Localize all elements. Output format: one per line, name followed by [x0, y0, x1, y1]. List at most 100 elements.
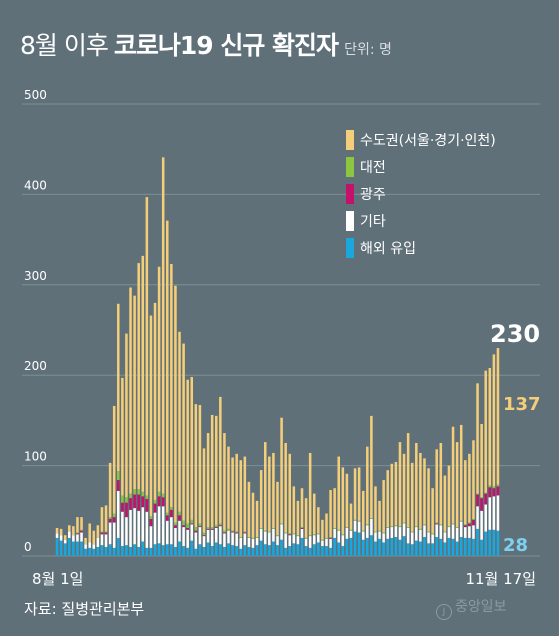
- bar-segment-daejeon: [280, 523, 283, 525]
- bar-segment-overseas: [251, 547, 255, 556]
- bar-segment-overseas: [190, 540, 194, 556]
- bar-segment-capital: [59, 528, 63, 536]
- bar-segment-daejeon: [337, 529, 340, 531]
- bar-segment-gwangju: [472, 519, 475, 526]
- bar-segment-overseas: [100, 545, 104, 556]
- bar-segment-other: [345, 527, 349, 539]
- bar-segment-capital: [215, 415, 218, 526]
- bar-segment-capital: [255, 500, 259, 538]
- bar-segment-other: [353, 520, 357, 532]
- bar-segment-other: [88, 542, 91, 548]
- bar-segment-gwangju: [235, 532, 238, 534]
- bar-segment-capital: [121, 377, 124, 496]
- bar-segment-capital: [435, 449, 438, 523]
- bar-segment-capital: [276, 481, 279, 536]
- bar-segment-overseas: [149, 547, 153, 556]
- bar-segment-gwangju: [174, 525, 177, 528]
- bar-segment-overseas: [268, 545, 271, 556]
- bar-segment-other: [149, 526, 153, 548]
- bar-segment-capital: [325, 513, 328, 538]
- y-tick-label: 100: [24, 450, 47, 464]
- bar-segment-daejeon: [304, 537, 308, 539]
- bar-segment-gwangju: [243, 532, 247, 534]
- bar-segment-capital: [268, 456, 271, 532]
- bar-segment-overseas: [272, 541, 275, 556]
- legend-label-other: 기타: [360, 214, 386, 230]
- bar-segment-other: [300, 528, 304, 538]
- bar-segment-overseas: [72, 541, 75, 556]
- bar-segment-overseas: [55, 537, 59, 556]
- bar-segment-daejeon: [464, 524, 467, 526]
- bar-segment-other: [357, 521, 361, 533]
- bar-segment-daejeon: [329, 537, 332, 538]
- bar-segment-capital: [206, 433, 210, 528]
- bar-segment-overseas: [308, 547, 312, 556]
- bar-segment-capital: [194, 404, 198, 528]
- bar-segment-daejeon: [402, 522, 406, 524]
- bar-segment-other: [419, 529, 422, 542]
- bar-segment-capital: [145, 197, 149, 496]
- bar-segment-daejeon: [104, 531, 108, 533]
- bar-segment-other: [378, 531, 381, 539]
- bar-segment-other: [210, 529, 214, 547]
- bar-segment-overseas: [170, 544, 173, 556]
- bar-segment-other: [459, 521, 463, 538]
- bar-segment-other: [280, 524, 283, 540]
- bar-segment-capital: [304, 498, 308, 538]
- bar-segment-overseas: [239, 548, 243, 556]
- bar-segment-other: [484, 504, 487, 532]
- publisher-logo: J 중앙일보: [436, 596, 507, 620]
- bar-segment-daejeon: [488, 485, 492, 488]
- bar-segment-gwangju: [182, 525, 185, 528]
- bar-segment-other: [349, 530, 353, 538]
- bar-segment-other: [415, 527, 418, 541]
- bar-segment-other: [133, 508, 136, 545]
- bar-segment-overseas: [321, 546, 324, 556]
- bar-segment-daejeon: [263, 530, 267, 532]
- bar-segment-overseas: [137, 546, 140, 556]
- bar-segment-capital: [447, 465, 451, 527]
- bar-segment-overseas: [153, 544, 157, 556]
- bar-segment-capital: [382, 480, 385, 533]
- bar-segment-gwangju: [464, 525, 467, 528]
- bar-segment-daejeon: [170, 507, 173, 510]
- bar-segment-daejeon: [435, 522, 438, 524]
- bar-segment-other: [390, 527, 394, 538]
- bar-segment-other: [329, 538, 332, 548]
- bar-segment-capital: [455, 442, 459, 528]
- bar-segment-other: [374, 532, 377, 542]
- legend-label-capital: 수도권(서울·경기·인천): [360, 133, 496, 149]
- logo-text: 중앙일보: [455, 599, 507, 615]
- bar-segment-gwangju: [133, 494, 136, 509]
- bar-segment-capital: [476, 383, 479, 494]
- bar-segment-gwangju: [170, 509, 173, 518]
- legend-label-gwangju: 광주: [360, 187, 386, 203]
- bar-segment-overseas: [133, 544, 136, 556]
- bar-segment-overseas: [427, 543, 430, 556]
- bar-segment-capital: [112, 405, 116, 514]
- bar-segment-other: [174, 527, 177, 547]
- bar-segment-daejeon: [223, 530, 226, 533]
- bar-segment-gwangju: [157, 496, 161, 507]
- bar-segment-overseas: [443, 542, 447, 556]
- bar-segment-daejeon: [112, 513, 116, 518]
- bar-segment-capital: [239, 460, 243, 538]
- bar-segment-daejeon: [268, 531, 271, 533]
- bar-segment-daejeon: [198, 523, 202, 527]
- bar-segment-other: [68, 531, 71, 538]
- y-tick-label: 500: [24, 88, 47, 102]
- bar-segment-daejeon: [272, 527, 275, 529]
- bar-segment-overseas: [292, 543, 296, 556]
- bar-segment-overseas: [129, 546, 132, 556]
- bar-segment-overseas: [243, 545, 247, 556]
- bar-segment-other: [170, 517, 173, 545]
- bar-segment-daejeon: [108, 517, 112, 519]
- bar-segment-capital: [480, 424, 483, 498]
- bar-segment-other: [202, 536, 206, 547]
- bar-segment-overseas: [468, 537, 471, 556]
- bar-segment-gwangju: [215, 527, 218, 528]
- bar-segment-capital: [227, 446, 230, 529]
- bar-segment-daejeon: [247, 537, 251, 538]
- bar-segment-overseas: [231, 545, 234, 556]
- bar-segment-gwangju: [137, 494, 140, 511]
